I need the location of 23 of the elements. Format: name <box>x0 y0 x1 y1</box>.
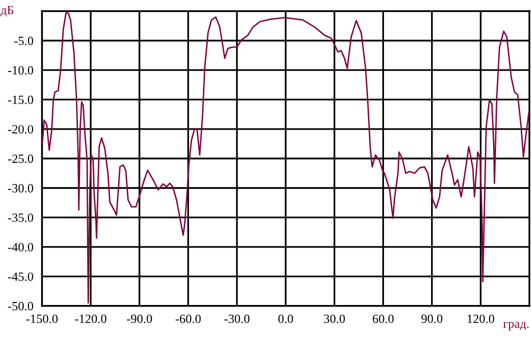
y-tick-label: -30.0 <box>8 184 34 193</box>
y-tick-label: -45.0 <box>8 272 34 281</box>
line-series <box>42 12 530 304</box>
x-tick-label: 0.0 <box>278 314 294 324</box>
x-tick-label: -120.0 <box>75 314 106 324</box>
y-tick-label: -40.0 <box>8 242 34 252</box>
x-tick-label: -30.0 <box>224 314 250 324</box>
y-tick-label: -10.0 <box>8 66 34 75</box>
x-axis-title: град. <box>503 322 529 330</box>
y-tick-label: -50.0 <box>8 302 34 310</box>
x-tick-label: 30.0 <box>324 314 345 324</box>
y-axis-title: дБ <box>0 6 14 17</box>
y-tick-label: -25.0 <box>8 154 34 164</box>
y-tick-label: -15.0 <box>8 96 34 104</box>
x-tick-label: 120.0 <box>468 314 494 324</box>
x-tick-label: -60.0 <box>176 314 201 324</box>
y-tick-label: -35.0 <box>8 213 34 222</box>
x-tick-label: -90.0 <box>126 314 152 324</box>
x-tick-label: 60.0 <box>372 314 394 324</box>
x-tick-label: -150.0 <box>26 314 58 324</box>
y-tick-label: -20.0 <box>8 125 34 134</box>
y-tick-label: -5.0 <box>14 36 34 46</box>
x-tick-label: 90.0 <box>421 314 442 324</box>
